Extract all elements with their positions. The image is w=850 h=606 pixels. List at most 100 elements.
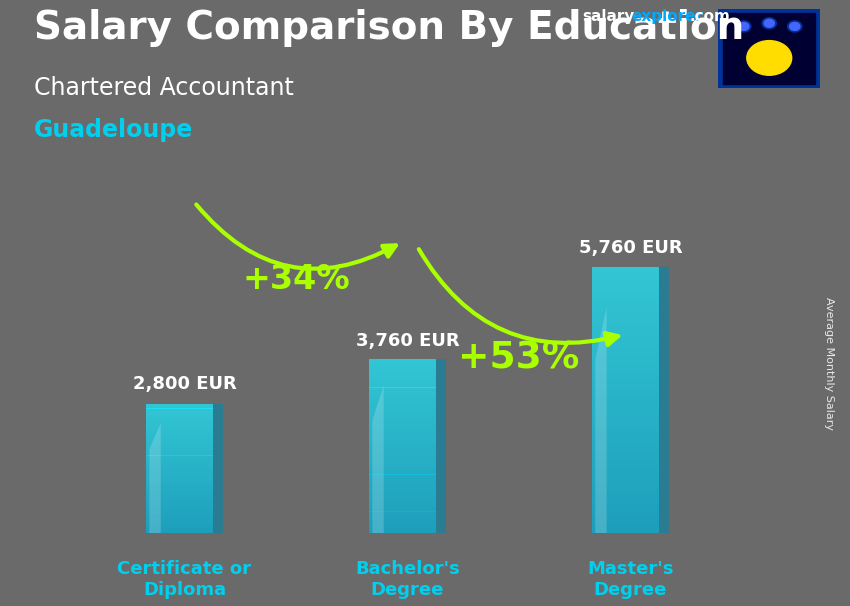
Bar bbox=[146, 461, 212, 462]
Bar bbox=[592, 353, 659, 356]
Bar bbox=[146, 475, 212, 476]
Bar bbox=[369, 488, 436, 490]
Bar bbox=[369, 485, 436, 488]
Bar bbox=[592, 530, 659, 533]
Bar bbox=[592, 393, 659, 396]
Polygon shape bbox=[150, 423, 161, 533]
Bar bbox=[146, 446, 212, 447]
Bar bbox=[146, 441, 212, 442]
Bar bbox=[592, 330, 659, 333]
Bar bbox=[369, 420, 436, 422]
Bar bbox=[369, 509, 436, 511]
Bar bbox=[369, 405, 436, 407]
Bar bbox=[369, 483, 436, 485]
Bar bbox=[369, 522, 436, 525]
Bar bbox=[369, 529, 436, 531]
Bar bbox=[592, 370, 659, 373]
Bar bbox=[592, 283, 659, 287]
Bar bbox=[592, 310, 659, 313]
Bar bbox=[369, 461, 436, 464]
Bar bbox=[146, 426, 212, 428]
Bar bbox=[146, 531, 212, 533]
Bar bbox=[146, 464, 212, 465]
Bar bbox=[592, 350, 659, 353]
Text: Certificate or
Diploma: Certificate or Diploma bbox=[117, 560, 252, 599]
Polygon shape bbox=[212, 404, 223, 533]
Bar bbox=[592, 440, 659, 444]
Bar bbox=[146, 416, 212, 418]
Bar bbox=[146, 433, 212, 435]
Text: Average Monthly Salary: Average Monthly Salary bbox=[824, 297, 834, 430]
Circle shape bbox=[764, 19, 774, 27]
Bar bbox=[592, 303, 659, 307]
Bar bbox=[592, 400, 659, 404]
Bar bbox=[146, 439, 212, 441]
Bar bbox=[592, 390, 659, 393]
Bar bbox=[146, 504, 212, 506]
Bar bbox=[592, 503, 659, 507]
Text: +53%: +53% bbox=[458, 340, 580, 376]
Bar bbox=[369, 442, 436, 444]
Bar bbox=[369, 507, 436, 510]
Bar bbox=[146, 451, 212, 452]
Bar bbox=[592, 427, 659, 430]
Bar bbox=[146, 465, 212, 467]
Bar bbox=[369, 455, 436, 457]
Bar bbox=[592, 403, 659, 407]
Bar bbox=[369, 409, 436, 411]
Bar bbox=[592, 430, 659, 433]
Bar bbox=[369, 448, 436, 451]
Bar bbox=[146, 480, 212, 481]
Bar bbox=[369, 372, 436, 375]
Bar bbox=[369, 511, 436, 514]
Text: 5,760 EUR: 5,760 EUR bbox=[579, 239, 683, 258]
Bar bbox=[369, 470, 436, 472]
Bar bbox=[146, 476, 212, 478]
Bar bbox=[592, 270, 659, 273]
Bar bbox=[146, 509, 212, 511]
Bar bbox=[592, 356, 659, 360]
Bar bbox=[146, 481, 212, 483]
Bar bbox=[369, 444, 436, 446]
Bar bbox=[146, 420, 212, 422]
Bar bbox=[369, 422, 436, 424]
Circle shape bbox=[747, 41, 791, 75]
Bar bbox=[592, 473, 659, 476]
Bar bbox=[592, 516, 659, 520]
Bar bbox=[146, 410, 212, 411]
Bar bbox=[592, 467, 659, 470]
Bar bbox=[146, 511, 212, 512]
Bar bbox=[146, 456, 212, 457]
Bar bbox=[592, 510, 659, 513]
Bar bbox=[369, 474, 436, 477]
Bar bbox=[146, 421, 212, 423]
Bar bbox=[146, 467, 212, 468]
Bar bbox=[369, 364, 436, 366]
Bar bbox=[369, 403, 436, 405]
Polygon shape bbox=[595, 307, 607, 533]
Bar bbox=[146, 404, 212, 405]
Bar bbox=[592, 293, 659, 296]
Bar bbox=[146, 459, 212, 461]
Bar bbox=[592, 423, 659, 427]
Bar bbox=[592, 320, 659, 323]
Bar bbox=[592, 343, 659, 347]
Bar bbox=[592, 450, 659, 453]
Bar bbox=[146, 415, 212, 417]
Text: Guadeloupe: Guadeloupe bbox=[34, 118, 193, 142]
Text: 2,800 EUR: 2,800 EUR bbox=[133, 375, 236, 393]
Bar bbox=[369, 392, 436, 394]
Bar bbox=[592, 413, 659, 417]
Bar bbox=[592, 513, 659, 516]
Bar bbox=[369, 396, 436, 398]
Bar bbox=[369, 505, 436, 507]
Bar bbox=[369, 416, 436, 418]
Circle shape bbox=[739, 22, 749, 30]
Bar bbox=[146, 473, 212, 475]
Polygon shape bbox=[372, 385, 383, 533]
Bar bbox=[146, 485, 212, 486]
Bar bbox=[592, 520, 659, 524]
Bar bbox=[369, 503, 436, 505]
Bar bbox=[592, 373, 659, 376]
Bar bbox=[146, 528, 212, 530]
